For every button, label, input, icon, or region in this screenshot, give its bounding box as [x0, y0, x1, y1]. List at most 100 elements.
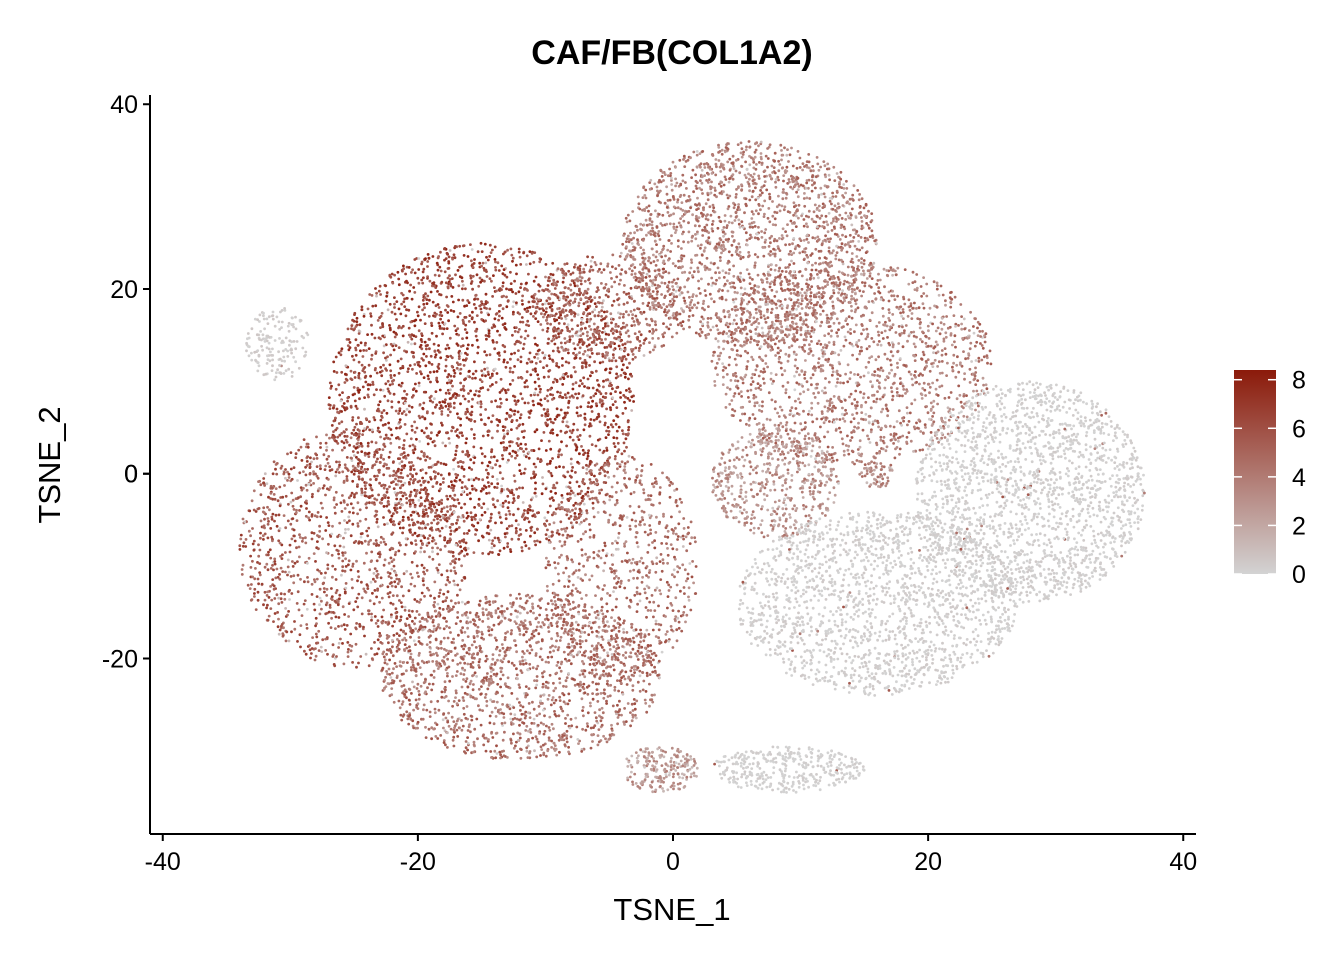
cell-point: [518, 723, 521, 727]
cell-point: [401, 638, 404, 642]
cell-point: [447, 392, 451, 395]
cell-point: [548, 462, 552, 465]
cell-point: [471, 310, 474, 314]
cell-point: [376, 457, 379, 461]
cell-point: [392, 348, 396, 352]
cell-point: [339, 349, 343, 353]
cell-point: [426, 514, 430, 518]
cell-point: [451, 257, 454, 261]
cell-point: [466, 343, 470, 347]
cell-point: [589, 650, 593, 653]
cell-point: [403, 305, 407, 308]
cell-point: [290, 592, 294, 595]
cell-point: [377, 493, 380, 497]
cell-point: [325, 445, 329, 449]
cell-point: [551, 273, 555, 277]
cell-point: [455, 361, 459, 365]
cell-point: [346, 399, 349, 403]
cell-point: [395, 649, 399, 653]
cell-point: [386, 355, 389, 359]
cell-point: [457, 515, 460, 519]
cell-point: [461, 490, 465, 493]
cell-point: [578, 340, 581, 344]
cell-point: [416, 571, 419, 575]
cell-point: [417, 697, 421, 701]
cell-point: [343, 569, 347, 573]
cell-point: [551, 428, 554, 432]
cell-point: [321, 537, 324, 541]
cell-point: [538, 402, 542, 406]
cell-point: [437, 362, 441, 366]
cell-point: [510, 692, 514, 695]
cell-point: [349, 369, 353, 373]
cell-point: [578, 346, 582, 350]
cell-point: [460, 486, 464, 489]
cell-point: [497, 622, 501, 626]
cell-point: [436, 521, 440, 525]
cell-point: [414, 510, 418, 514]
cell-point: [443, 680, 447, 684]
cell-point: [460, 564, 463, 568]
cell-point: [546, 686, 550, 690]
cell-point: [253, 587, 257, 591]
cell-point: [355, 407, 359, 410]
cell-point: [333, 511, 337, 515]
cell-point: [391, 624, 394, 628]
cell-point: [517, 537, 520, 541]
cell-point: [327, 621, 330, 625]
cell-point: [385, 291, 389, 294]
cell-point: [446, 604, 450, 608]
cell-point: [533, 430, 537, 434]
cell-point: [581, 361, 584, 365]
cell-point: [524, 710, 528, 714]
cell-point: [545, 424, 549, 428]
cell-point: [386, 571, 390, 574]
cell-point: [311, 492, 314, 496]
cell-point: [493, 485, 497, 489]
cell-point: [501, 477, 505, 480]
cell-point: [426, 374, 430, 378]
cell-point: [335, 589, 339, 592]
cell-point: [600, 404, 604, 408]
cell-point: [458, 588, 462, 592]
cell-point: [413, 523, 417, 526]
cell-point: [479, 405, 483, 409]
cell-point: [398, 706, 402, 710]
cell-point: [550, 655, 554, 659]
cell-point: [353, 425, 357, 429]
cell-point: [513, 351, 516, 355]
cell-point: [495, 638, 498, 642]
cell-point: [276, 625, 280, 629]
cell-point: [423, 306, 426, 310]
cell-point: [434, 511, 437, 515]
cell-point: [408, 289, 411, 293]
cell-point: [551, 358, 554, 362]
cell-point: [481, 434, 485, 438]
cell-point: [463, 602, 467, 606]
cell-point: [548, 369, 552, 372]
cell-point: [400, 464, 404, 468]
cell-point: [482, 266, 486, 270]
cell-point: [392, 512, 395, 516]
cell-point: [334, 416, 337, 420]
cell-point: [636, 680, 640, 684]
cell-point: [478, 390, 481, 393]
cell-point: [371, 383, 375, 386]
cell-point: [510, 428, 513, 431]
cell-point: [308, 644, 311, 647]
cell-point: [582, 682, 586, 686]
cell-point: [585, 308, 588, 312]
cell-point: [536, 320, 540, 323]
cell-point: [519, 747, 522, 751]
cell-point: [505, 305, 509, 309]
cell-point: [434, 475, 437, 478]
cell-point: [583, 654, 587, 658]
cell-point: [390, 514, 394, 518]
cell-point: [247, 529, 251, 533]
cell-point: [413, 258, 417, 261]
cell-point: [536, 373, 540, 377]
cell-point: [457, 501, 461, 505]
cell-point: [403, 648, 406, 651]
cell-point: [349, 649, 353, 653]
cell-point: [330, 598, 334, 601]
